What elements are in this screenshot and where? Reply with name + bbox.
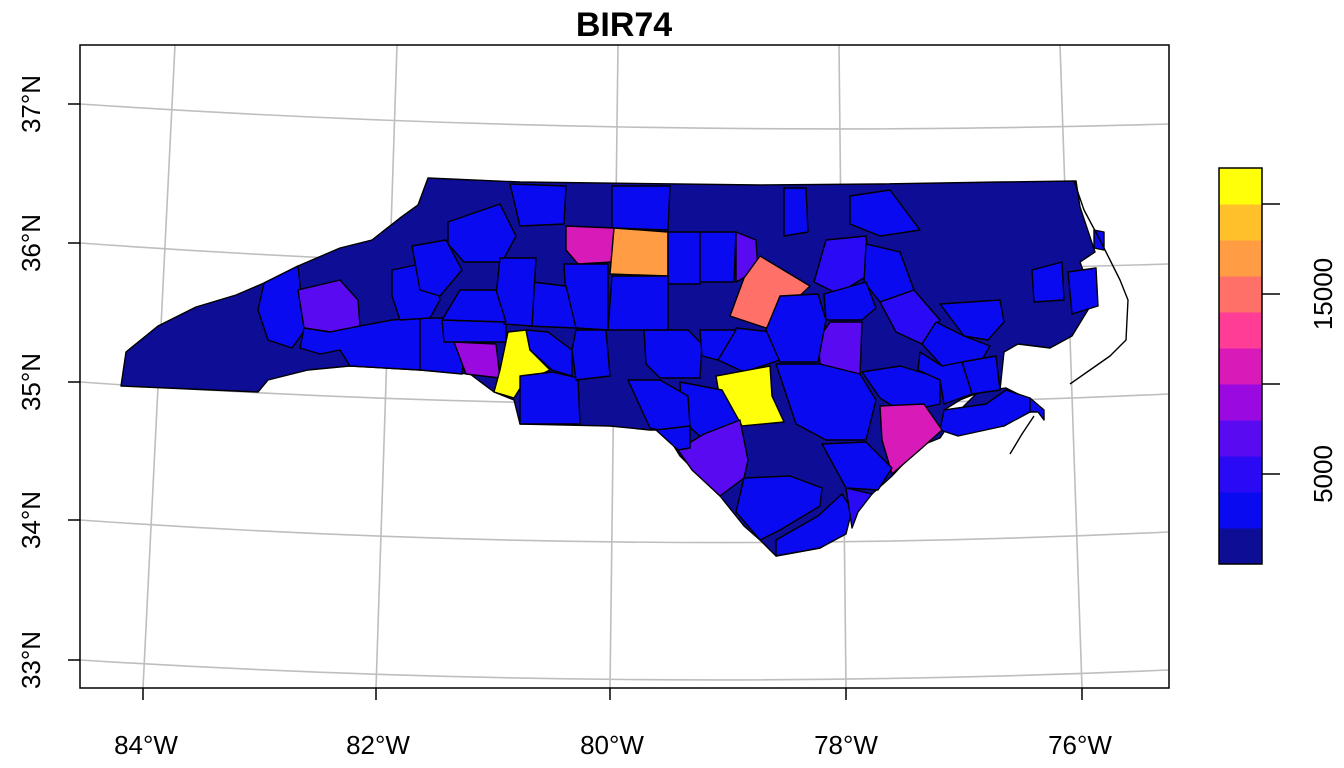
meridian-76w xyxy=(1059,44,1083,689)
x-tick-label: 78°W xyxy=(814,730,878,760)
county-blue-28 xyxy=(775,493,853,557)
county-blue-46 xyxy=(1093,229,1105,251)
legend-label-15000: 15000 xyxy=(1308,258,1338,330)
county-blue-11 xyxy=(699,231,737,283)
county-blue-45 xyxy=(1067,267,1099,315)
outer-banks-south xyxy=(1009,415,1035,455)
graticule xyxy=(79,44,1169,689)
y-tick-label: 37°N xyxy=(16,75,46,133)
county-blue-13 xyxy=(849,189,921,237)
county-blue-40 xyxy=(441,289,507,323)
legend-label-5000: 5000 xyxy=(1308,445,1338,503)
county-blue-12 xyxy=(783,187,809,237)
county-orange-1 xyxy=(609,227,669,277)
legend-swatch xyxy=(1219,276,1262,313)
map-title: BIR74 xyxy=(576,6,672,44)
county-blue-22 xyxy=(861,365,941,413)
county-salmon-1 xyxy=(729,255,811,329)
county-blue-37 xyxy=(525,329,573,377)
county-blue-18 xyxy=(939,299,1005,341)
county-blue-23 xyxy=(775,363,877,441)
county-blue-16 xyxy=(823,281,877,321)
county-blue-42 xyxy=(699,329,737,361)
county-blue-25 xyxy=(765,293,827,363)
county-blue-33 xyxy=(655,425,691,451)
county-blue-30 xyxy=(821,441,893,491)
y-tick-label: 35°N xyxy=(16,353,46,411)
county-blue-8 xyxy=(509,183,567,227)
y-tick-label: 33°N xyxy=(16,631,46,689)
county-blue-43 xyxy=(917,351,973,405)
county-blue-14 xyxy=(813,235,871,295)
parallel-37n xyxy=(79,103,1169,130)
county-blue-47 xyxy=(1029,397,1045,421)
x-tick-label: 76°W xyxy=(1048,730,1112,760)
county-blue-44 xyxy=(1031,261,1065,303)
county-blue-34 xyxy=(643,329,703,379)
county-blue-4 xyxy=(441,319,507,343)
color-legend xyxy=(1219,168,1262,565)
county-blue-41 xyxy=(571,329,611,381)
county-magenta-2 xyxy=(879,403,943,475)
county-blue-39 xyxy=(495,257,537,327)
legend-ticks: 5000 15000 xyxy=(1262,203,1338,503)
legend-frame xyxy=(1218,167,1263,565)
legend-swatch xyxy=(1219,492,1262,529)
county-blue-9 xyxy=(611,185,671,231)
county-blue-27 xyxy=(735,475,823,541)
legend-swatch xyxy=(1219,240,1262,277)
parallel-33n xyxy=(79,659,1169,681)
legend-swatch xyxy=(1219,204,1262,241)
y-tick-label: 34°N xyxy=(16,491,46,549)
parallel-34n xyxy=(79,519,1169,544)
legend-swatch xyxy=(1219,312,1262,349)
county-polygons xyxy=(120,177,1129,557)
county-blue-6 xyxy=(411,239,463,297)
plot-frame xyxy=(79,44,1170,689)
legend-swatch xyxy=(1219,348,1262,385)
x-tick-label: 84°W xyxy=(114,730,178,760)
county-magenta-1 xyxy=(565,225,615,265)
county-purple-5 xyxy=(677,419,749,497)
x-tick-label: 80°W xyxy=(580,730,644,760)
outer-banks-north xyxy=(1069,180,1129,385)
legend-swatch xyxy=(1219,168,1262,205)
county-dark-1 xyxy=(257,265,306,349)
legend-swatch xyxy=(1219,528,1262,565)
county-blue-35 xyxy=(607,275,669,331)
y-axis: 33°N 34°N 35°N 36°N 37°N xyxy=(16,75,80,689)
x-axis: 84°W 82°W 80°W 78°W 76°W xyxy=(114,688,1112,760)
county-blue-10 xyxy=(667,231,701,285)
x-tick-label: 82°W xyxy=(346,730,410,760)
legend-swatch xyxy=(1219,420,1262,457)
y-tick-label: 36°N xyxy=(16,214,46,272)
legend-swatch xyxy=(1219,456,1262,493)
county-blue-29 xyxy=(845,487,873,529)
legend-swatch xyxy=(1219,384,1262,421)
county-blue-31 xyxy=(519,371,581,425)
